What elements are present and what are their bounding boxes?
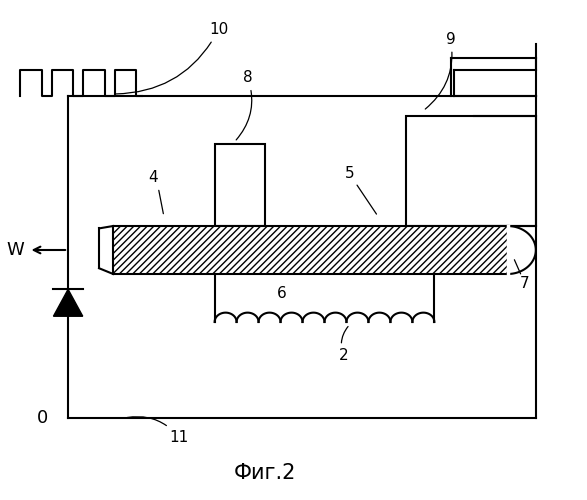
Text: 0: 0 <box>37 409 48 427</box>
Text: 11: 11 <box>127 416 189 445</box>
Text: 10: 10 <box>116 22 228 94</box>
Bar <box>406 116 536 226</box>
Text: 9: 9 <box>425 32 456 109</box>
Text: 8: 8 <box>236 70 252 140</box>
Text: 7: 7 <box>519 276 529 291</box>
Text: W: W <box>6 241 24 259</box>
Text: 2: 2 <box>339 326 348 364</box>
Bar <box>215 144 265 226</box>
Text: 6: 6 <box>277 286 287 300</box>
Bar <box>113 226 508 274</box>
Text: 4: 4 <box>148 170 157 186</box>
Text: 5: 5 <box>345 166 355 180</box>
Polygon shape <box>53 290 83 316</box>
Text: Фиг.2: Фиг.2 <box>234 463 296 483</box>
